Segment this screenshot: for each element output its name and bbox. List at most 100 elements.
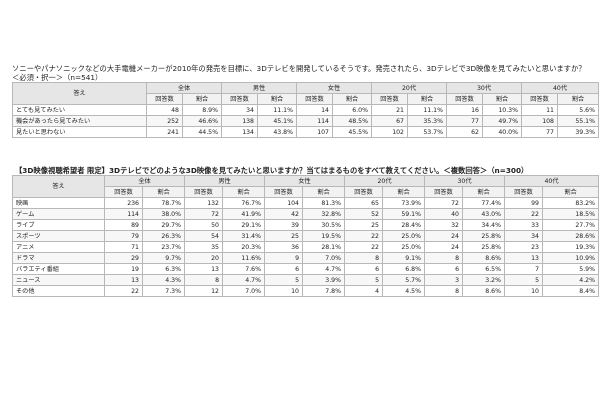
answer-column-header: 答え [12, 82, 147, 105]
count-cell: 52 [344, 208, 383, 220]
ratio-cell: 8.9% [182, 104, 222, 116]
ratio-cell: 25.0% [382, 230, 425, 242]
question-1-condition: ＜必須・択一＞（n=541） [12, 73, 598, 82]
count-cell: 6 [264, 263, 303, 275]
table-row: ニュース 13 4.3% 8 4.7% 5 3.9% 5 5.7% 3 3.2% 5 4.2% [12, 274, 599, 286]
ratio-cell: 4.7% [302, 263, 345, 275]
count-cell: 20 [184, 252, 223, 264]
ratio-cell: 55.1% [557, 115, 599, 127]
ratio-cell: 25.8% [462, 230, 505, 242]
ratio-cell: 4.3% [142, 274, 185, 286]
table-row: 映画 236 78.7% 132 76.7% 104 81.3% 65 73.9% 72 77.4%… [12, 197, 599, 209]
count-cell: 34 [504, 230, 543, 242]
ratio-cell: 45.5% [332, 126, 372, 138]
count-cell: 104 [264, 197, 303, 209]
ratio-subheader: 割合 [182, 93, 222, 105]
ratio-cell: 3.9% [302, 274, 345, 286]
count-subheader: 回答数 [221, 93, 258, 105]
group-header: 30代 [446, 82, 522, 94]
count-cell: 5 [264, 274, 303, 286]
ratio-cell: 7.6% [222, 263, 265, 275]
ratio-cell: 25.8% [462, 241, 505, 253]
table-row: スポーツ 79 26.3% 54 31.4% 25 19.5% 22 25.0% 24 25.8% 3… [12, 230, 599, 242]
ratio-cell: 18.5% [542, 208, 599, 220]
table-row: アニメ 71 23.7% 35 20.3% 36 28.1% 22 25.0% 24 25.8% 23… [12, 241, 599, 253]
count-cell: 134 [221, 126, 258, 138]
ratio-cell: 35.3% [407, 115, 447, 127]
table-row: ドラマ 29 9.7% 20 11.6% 9 7.0% 8 9.1% 8 8.6% 13 10.9% [12, 252, 599, 264]
ratio-cell: 49.7% [482, 115, 522, 127]
ratio-cell: 8.4% [542, 285, 599, 297]
row-label: バラエティ番組 [12, 263, 105, 275]
ratio-cell: 39.3% [557, 126, 599, 138]
question-1-condition-text: ＜必須・択一＞（n=541） [12, 73, 103, 82]
ratio-cell: 11.1% [407, 104, 447, 116]
count-cell: 67 [371, 115, 408, 127]
row-label: とても見てみたい [12, 104, 147, 116]
count-cell: 12 [184, 285, 223, 297]
group-header: 20代 [344, 175, 425, 187]
count-cell: 36 [264, 241, 303, 253]
ratio-cell: 4.7% [222, 274, 265, 286]
count-cell: 35 [184, 241, 223, 253]
count-cell: 99 [504, 197, 543, 209]
ratio-cell: 30.5% [302, 219, 345, 231]
row-label: ニュース [12, 274, 105, 286]
count-cell: 24 [424, 241, 463, 253]
row-label: 見たいと思わない [12, 126, 147, 138]
ratio-cell: 6.8% [382, 263, 425, 275]
ratio-cell: 8.6% [462, 285, 505, 297]
question-1-title: ソニーやパナソニックなどの大手電機メーカーが2010年の発売を目標に、3Dテレビ… [12, 64, 586, 73]
group-header: 40代 [504, 175, 599, 187]
count-cell: 23 [504, 241, 543, 253]
ratio-cell: 26.3% [142, 230, 185, 242]
ratio-cell: 3.2% [462, 274, 505, 286]
ratio-cell: 81.3% [302, 197, 345, 209]
count-cell: 8 [424, 252, 463, 264]
ratio-cell: 29.1% [222, 219, 265, 231]
count-cell: 10 [264, 285, 303, 297]
ratio-cell: 9.7% [142, 252, 185, 264]
ratio-cell: 77.4% [462, 197, 505, 209]
ratio-cell: 43.8% [257, 126, 297, 138]
row-label: ゲーム [12, 208, 105, 220]
count-cell: 72 [424, 197, 463, 209]
ratio-cell: 78.7% [142, 197, 185, 209]
ratio-cell: 34.4% [462, 219, 505, 231]
ratio-cell: 29.7% [142, 219, 185, 231]
ratio-cell: 32.8% [302, 208, 345, 220]
count-cell: 8 [344, 252, 383, 264]
row-label: アニメ [12, 241, 105, 253]
ratio-cell: 31.4% [222, 230, 265, 242]
count-cell: 5 [344, 274, 383, 286]
count-cell: 241 [146, 126, 183, 138]
table-subheader-row: 回答数 割合 回答数 割合 回答数 割合 回答数 割合 回答数 割合 回答数 割合 [13, 93, 599, 105]
count-cell: 14 [296, 104, 333, 116]
count-subheader: 回答数 [344, 186, 383, 198]
ratio-cell: 23.7% [142, 241, 185, 253]
count-cell: 54 [184, 230, 223, 242]
ratio-cell: 6.5% [462, 263, 505, 275]
count-cell: 107 [296, 126, 333, 138]
ratio-cell: 19.5% [302, 230, 345, 242]
count-cell: 3 [424, 274, 463, 286]
count-cell: 32 [424, 219, 463, 231]
ratio-subheader: 割合 [142, 186, 185, 198]
row-label: その他 [12, 285, 105, 297]
count-cell: 114 [296, 115, 333, 127]
question-2-text: 【3D映像視聴希望者 限定】3Dテレビでどのような3D映像を見てみたいと思います… [15, 166, 598, 175]
count-cell: 34 [221, 104, 258, 116]
row-label: スポーツ [12, 230, 105, 242]
question-1-section: ソニーやパナソニックなどの大手電機メーカーが2010年の発売を目標に、3Dテレビ… [12, 64, 599, 138]
row-label: 機会があったら見てみたい [12, 115, 147, 127]
ratio-cell: 25.0% [382, 241, 425, 253]
ratio-cell: 9.1% [382, 252, 425, 264]
count-cell: 102 [371, 126, 408, 138]
ratio-cell: 6.0% [332, 104, 372, 116]
ratio-subheader: 割合 [407, 93, 447, 105]
ratio-subheader: 割合 [482, 93, 522, 105]
count-cell: 39 [264, 219, 303, 231]
count-cell: 13 [184, 263, 223, 275]
count-cell: 6 [424, 263, 463, 275]
count-cell: 29 [104, 252, 143, 264]
